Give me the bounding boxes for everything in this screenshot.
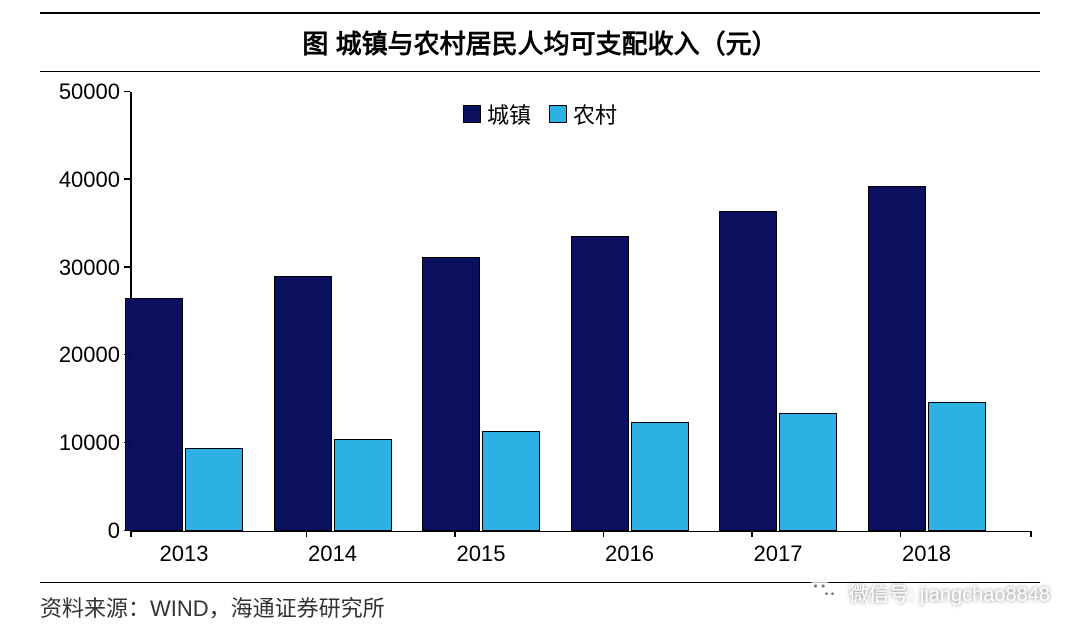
legend-item-1: 农村 <box>549 98 617 130</box>
watermark-text: 微信号: jiangchao8848 <box>849 578 1050 607</box>
y-tick-label: 0 <box>40 518 120 544</box>
bar-group <box>571 92 689 531</box>
y-tick-mark <box>124 442 130 444</box>
x-tick-mark <box>751 531 753 537</box>
x-tick-mark <box>900 531 902 537</box>
chart-area: 城镇 农村 01000020000300004000050000201320142… <box>40 92 1040 572</box>
bar <box>334 439 392 531</box>
bar <box>928 402 986 531</box>
bar <box>868 186 926 531</box>
watermark: 微信号: jiangchao8848 <box>807 575 1050 609</box>
x-tick-label: 2015 <box>457 541 506 567</box>
x-tick-label: 2018 <box>902 541 951 567</box>
plot-area: 0100002000030000400005000020132014201520… <box>130 92 1030 532</box>
x-tick-mark <box>130 531 132 537</box>
y-tick-mark <box>124 266 130 268</box>
y-tick-mark <box>124 354 130 356</box>
bar <box>185 448 243 531</box>
legend: 城镇 农村 <box>463 98 617 130</box>
bar <box>274 276 332 531</box>
y-tick-label: 10000 <box>40 430 120 456</box>
bars-layer <box>130 92 1030 531</box>
legend-swatch <box>549 105 567 123</box>
bar <box>719 211 777 531</box>
bar-group <box>719 92 837 531</box>
y-tick-mark <box>124 178 130 180</box>
y-tick-label: 50000 <box>40 79 120 105</box>
x-tick-label: 2016 <box>605 541 654 567</box>
y-tick-label: 40000 <box>40 167 120 193</box>
legend-swatch <box>463 105 481 123</box>
legend-item-0: 城镇 <box>463 98 531 130</box>
legend-label: 城镇 <box>487 98 531 130</box>
bar <box>482 431 540 531</box>
y-tick-label: 30000 <box>40 255 120 281</box>
chart-title: 图 城镇与农村居民人均可支配收入（元） <box>40 24 1040 61</box>
wechat-icon <box>807 575 841 609</box>
bar-group <box>422 92 540 531</box>
bar <box>631 422 689 531</box>
bar <box>571 236 629 531</box>
x-tick-label: 2017 <box>754 541 803 567</box>
bar-group <box>125 92 243 531</box>
bar-group <box>868 92 986 531</box>
x-tick-label: 2013 <box>160 541 209 567</box>
bar-group <box>274 92 392 531</box>
x-tick-label: 2014 <box>308 541 357 567</box>
x-tick-mark <box>603 531 605 537</box>
x-tick-mark <box>306 531 308 537</box>
legend-label: 农村 <box>573 98 617 130</box>
bar <box>125 298 183 531</box>
title-bar: 图 城镇与农村居民人均可支配收入（元） <box>40 12 1040 72</box>
x-tick-mark <box>1030 531 1032 537</box>
y-tick-label: 20000 <box>40 342 120 368</box>
bar <box>779 413 837 531</box>
y-tick-mark <box>124 91 130 93</box>
x-tick-mark <box>454 531 456 537</box>
bar <box>422 257 480 531</box>
